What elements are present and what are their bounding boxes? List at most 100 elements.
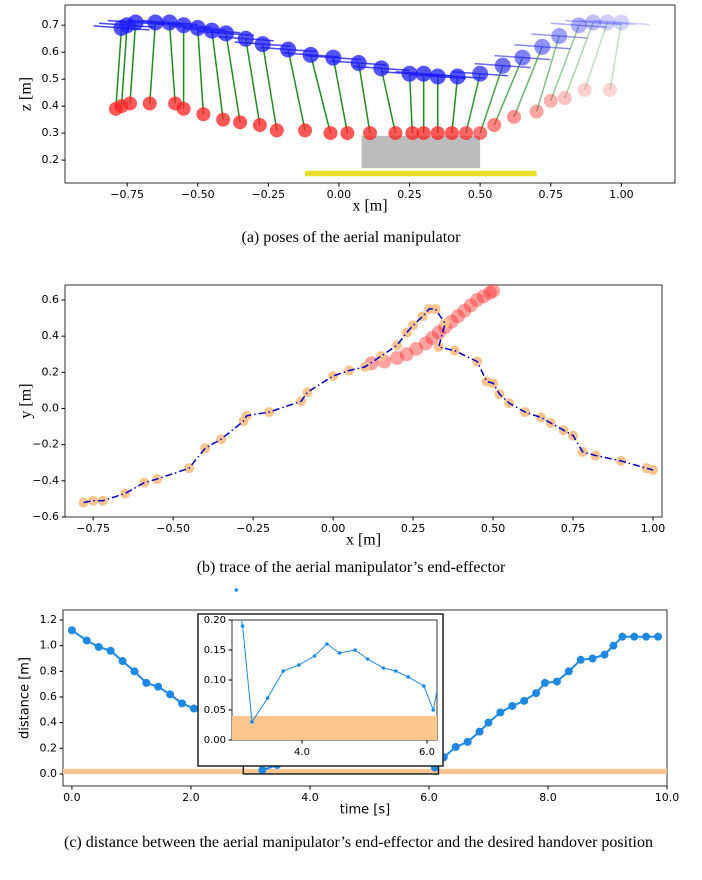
link xyxy=(535,35,560,112)
link xyxy=(245,38,261,126)
caption: (b) trace of the aerial manipulator’s en… xyxy=(196,559,506,576)
drone xyxy=(161,14,178,31)
x-tick-label: 0.00 xyxy=(321,522,346,535)
end-effector xyxy=(323,126,338,141)
marker xyxy=(409,341,424,356)
end-effector xyxy=(430,126,445,141)
y-tick-label: 0.4 xyxy=(42,99,60,112)
x-tick-label: 1.00 xyxy=(609,188,634,201)
y-tick-label: 1.0 xyxy=(40,639,58,652)
link xyxy=(609,22,623,91)
link xyxy=(513,46,543,118)
drone xyxy=(429,68,446,85)
marker xyxy=(130,667,139,676)
drone xyxy=(175,17,192,34)
link xyxy=(309,54,332,134)
link xyxy=(451,76,459,134)
x-tick-label: 0.25 xyxy=(401,522,426,535)
marker xyxy=(576,655,585,664)
drone xyxy=(534,38,551,55)
marker xyxy=(508,701,517,710)
marker xyxy=(166,690,175,699)
y-tick-label: 0.2 xyxy=(40,741,58,754)
marker xyxy=(94,642,103,651)
drone xyxy=(599,14,616,31)
link xyxy=(332,57,349,134)
marker xyxy=(189,704,198,713)
link xyxy=(120,25,128,107)
drone xyxy=(280,41,297,58)
end-effector xyxy=(487,118,502,133)
inset-marker xyxy=(265,696,270,700)
end-effector xyxy=(388,126,403,141)
y-tick-label: 1.2 xyxy=(40,613,58,626)
marker xyxy=(630,632,639,641)
end-effector xyxy=(196,107,211,122)
x-tick-label: 6.0 xyxy=(420,791,438,804)
marker xyxy=(440,318,451,329)
drone xyxy=(613,14,630,31)
marker xyxy=(154,682,163,691)
region xyxy=(305,170,537,177)
end-effector xyxy=(577,82,592,97)
end-effector xyxy=(176,101,191,116)
y-tick-label: 0.6 xyxy=(40,690,58,703)
marker xyxy=(463,298,478,313)
drone xyxy=(254,36,271,53)
marker xyxy=(120,488,131,499)
end-effector xyxy=(233,115,248,130)
marker xyxy=(600,650,609,659)
band xyxy=(63,768,667,774)
drone xyxy=(514,49,531,66)
marker xyxy=(520,696,529,705)
drone xyxy=(551,28,568,45)
y-tick-label: 0.15 xyxy=(204,645,226,656)
marker xyxy=(302,387,313,398)
y-tick-label: 0.4 xyxy=(40,716,58,729)
drone xyxy=(189,19,206,36)
inset-marker xyxy=(353,648,357,652)
drone xyxy=(415,65,432,82)
marker xyxy=(178,699,187,708)
inset-marker xyxy=(312,654,317,658)
marker xyxy=(88,495,99,506)
link xyxy=(196,27,205,115)
marker xyxy=(564,667,573,676)
marker xyxy=(484,718,493,727)
end-effector xyxy=(363,126,377,141)
x-tick-label: 0.50 xyxy=(481,522,506,535)
link xyxy=(465,73,481,134)
marker xyxy=(328,370,339,381)
link xyxy=(168,22,176,104)
caption: (a) poses of the aerial manipulator xyxy=(241,229,461,246)
x-tick-label: 0.0 xyxy=(63,791,81,804)
band xyxy=(232,716,437,740)
drone xyxy=(373,60,390,77)
drone xyxy=(325,49,342,66)
drone xyxy=(217,25,234,42)
x-tick-label: 0.75 xyxy=(538,188,563,201)
link xyxy=(564,22,594,99)
inset-marker xyxy=(422,684,426,688)
marker xyxy=(642,632,651,641)
inset-marker xyxy=(431,708,436,712)
x-tick-label: 6.0 xyxy=(419,747,435,758)
marker xyxy=(451,743,460,752)
x-tick-label: 0.25 xyxy=(397,188,422,201)
y-tick-label: 0.0 xyxy=(40,767,58,780)
drone xyxy=(237,30,254,47)
x-tick-label: −0.50 xyxy=(181,188,215,201)
inset-marker xyxy=(337,651,342,655)
y-tick-label: 0.6 xyxy=(42,293,60,306)
marker xyxy=(106,646,115,655)
inset-marker xyxy=(406,675,411,679)
drone xyxy=(350,54,367,71)
marker xyxy=(258,766,267,775)
marker xyxy=(496,708,505,717)
rotor-arm xyxy=(531,33,588,39)
y-tick-label: 0.2 xyxy=(42,365,60,378)
marker xyxy=(654,632,663,641)
drone xyxy=(147,14,164,31)
